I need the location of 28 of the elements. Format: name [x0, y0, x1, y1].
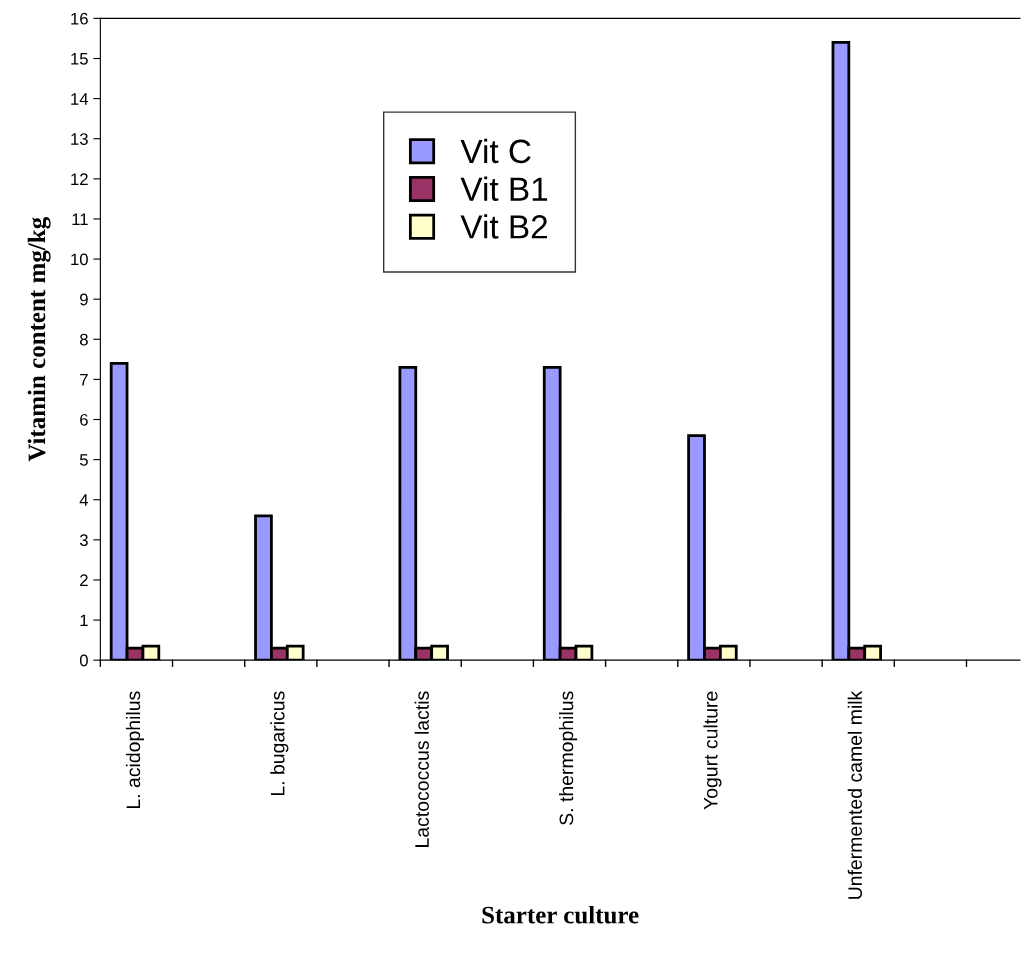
y-tick-label: 4: [79, 494, 89, 506]
y-tick-label: 14: [71, 93, 89, 105]
x-tick-label: L. bugaricus: [270, 691, 289, 796]
legend-label: Vit B2: [460, 214, 548, 239]
y-tick-label: 5: [79, 454, 88, 466]
x-tick-label: L. acidophilus: [125, 691, 145, 809]
y-tick-label: 13: [71, 133, 88, 145]
y-tick-label: 7: [80, 373, 88, 386]
y-tick-label: 12: [71, 173, 88, 185]
legend-label: Vit B1: [460, 176, 548, 201]
y-tick-label: 15: [71, 53, 88, 65]
y-tick-label: 11: [72, 213, 88, 225]
x-tick-label: S. thermophilus: [559, 691, 578, 825]
y-tick-label: 10: [71, 253, 88, 266]
x-tick-label: Lactococcus lactis: [414, 691, 429, 847]
y-tick-label: 8: [80, 333, 88, 346]
y-tick-label: 6: [80, 413, 88, 426]
y-tick-label: 1: [80, 614, 88, 627]
y-tick-label: 9: [80, 293, 88, 306]
x-tick-label: Unfermented camel milk: [847, 690, 862, 899]
legend-label: Vit C: [460, 138, 531, 164]
y-tick-label: 2: [80, 574, 88, 586]
y-tick-label: 3: [79, 534, 88, 547]
y-axis-title: Vitamin content mg/kg: [27, 217, 51, 462]
x-axis-title: Starter culture: [482, 905, 639, 924]
y-tick-label: 0: [79, 654, 88, 667]
y-tick-label: 16: [71, 12, 88, 25]
x-tick-label: Yogurt culture: [703, 691, 722, 810]
